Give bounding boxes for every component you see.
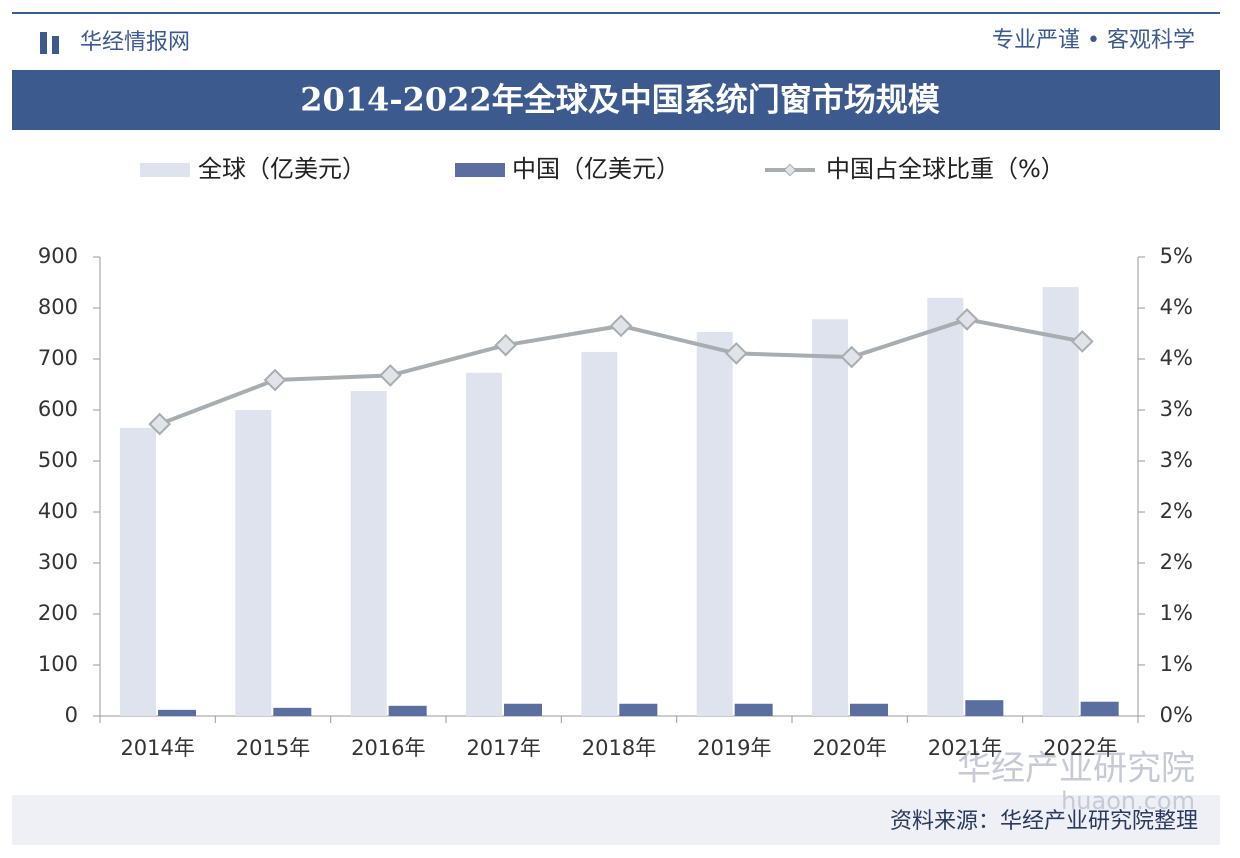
x-tick-label: 2022年 xyxy=(1043,736,1117,760)
line-marker xyxy=(955,308,979,331)
slogan: 专业严谨 • 客观科学 xyxy=(992,28,1195,53)
brand: 华经情报网 xyxy=(80,30,190,55)
legend-label: 中国占全球比重（%） xyxy=(826,155,1065,183)
bar xyxy=(235,410,272,716)
y2-tick-label: 4% xyxy=(1160,346,1193,370)
y-tick-label: 200 xyxy=(38,601,78,625)
y2-tick-label: 3% xyxy=(1160,397,1193,421)
y-tick-label: 900 xyxy=(38,244,78,268)
x-tick-label: 2018年 xyxy=(582,736,656,760)
y-tick-label: 0 xyxy=(65,703,78,727)
legend-label: 中国（亿美元） xyxy=(512,155,680,183)
legend-swatch xyxy=(455,163,505,177)
legend-swatch xyxy=(140,163,190,177)
bar xyxy=(388,705,427,716)
logo-site: huaon.com xyxy=(1061,787,1195,815)
y2-tick-label: 2% xyxy=(1160,550,1193,574)
logo-bar xyxy=(40,32,47,54)
line-marker xyxy=(725,342,748,365)
bar xyxy=(812,319,848,716)
y2-tick-label: 0% xyxy=(1160,703,1193,727)
bar xyxy=(965,700,1004,716)
bar xyxy=(120,427,156,716)
line-marker xyxy=(379,364,402,387)
bar xyxy=(273,707,312,716)
bar xyxy=(350,391,387,716)
y-tick-label: 500 xyxy=(38,448,78,472)
bar xyxy=(158,709,196,716)
bar xyxy=(927,297,964,716)
y2-tick-label: 1% xyxy=(1160,601,1193,625)
x-tick-label: 2021年 xyxy=(928,736,1002,760)
bar xyxy=(504,703,542,716)
chart-title: 2014-2022年全球及中国系统门窗市场规模 xyxy=(300,81,939,119)
x-tick-label: 2019年 xyxy=(697,736,771,760)
y2-tick-label: 5% xyxy=(1160,244,1193,268)
line-marker xyxy=(840,345,863,369)
y-tick-label: 700 xyxy=(38,346,78,370)
y-tick-label: 600 xyxy=(38,397,78,421)
line-marker xyxy=(263,368,287,392)
source: 资料来源：华经产业研究院整理 xyxy=(890,809,1198,834)
y-tick-label: 400 xyxy=(38,499,78,523)
bar xyxy=(581,351,618,716)
y2-tick-label: 4% xyxy=(1160,295,1193,319)
top-rule xyxy=(12,12,1220,14)
line-marker xyxy=(494,333,517,357)
bar xyxy=(466,372,502,716)
bar xyxy=(1080,701,1119,716)
bar xyxy=(619,703,658,716)
legend-marker xyxy=(783,163,797,177)
bar xyxy=(696,331,733,716)
footer-band xyxy=(12,795,1220,845)
line-marker xyxy=(1071,330,1094,353)
y-tick-label: 300 xyxy=(38,550,78,574)
y-tick-label: 100 xyxy=(38,652,78,676)
y2-tick-label: 2% xyxy=(1160,499,1193,523)
bar xyxy=(734,703,773,716)
bar xyxy=(1042,287,1079,716)
x-tick-label: 2020年 xyxy=(812,736,886,760)
y-tick-label: 800 xyxy=(38,295,78,319)
bar xyxy=(850,703,888,716)
x-tick-label: 2014年 xyxy=(120,736,194,760)
logo-bar xyxy=(52,36,59,54)
title-bar xyxy=(12,70,1220,130)
x-tick-label: 2017年 xyxy=(466,736,540,760)
y2-tick-label: 1% xyxy=(1160,652,1193,676)
x-tick-label: 2016年 xyxy=(351,736,425,760)
legend-label: 全球（亿美元） xyxy=(198,155,366,183)
logo-text: 华经产业研究院 xyxy=(957,749,1195,789)
line-marker xyxy=(609,314,633,338)
line-marker xyxy=(148,412,171,436)
x-tick-label: 2015年 xyxy=(236,736,310,760)
y2-tick-label: 3% xyxy=(1160,448,1193,472)
